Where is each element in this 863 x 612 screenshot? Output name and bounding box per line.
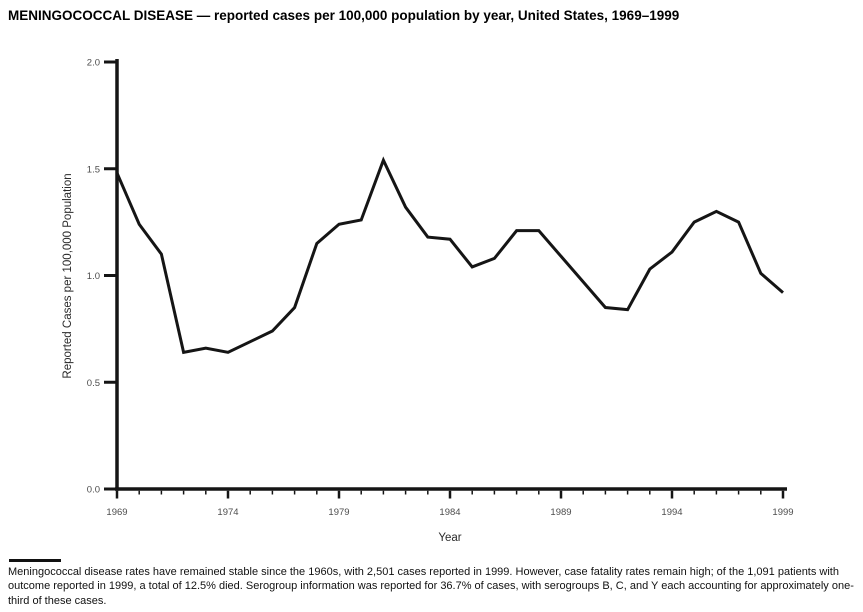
x-tick-label: 1979 [328,507,349,518]
y-tick-label: 1.0 [87,271,100,282]
x-tick-label: 1999 [772,507,793,518]
x-tick-label: 1984 [439,507,460,518]
x-tick-label: 1969 [106,507,127,518]
plot-area: 0.0 0.5 1.0 1.5 2.0 1969 1974 1979 1984 1989 1994 1… [87,58,794,519]
x-tick-label: 1994 [661,507,682,518]
data-line [115,156,784,355]
x-tick-label: 1974 [217,507,238,518]
x-tick-label: 1989 [550,507,571,518]
footnote-rule [9,559,61,562]
y-tick-label: 1.5 [87,164,100,175]
y-axis-label: Reported Cases per 100,000 Population [62,173,74,378]
footnote-text: Meningococcal disease rates have remaine… [8,566,854,607]
chart-title: MENINGOCOCCAL DISEASE — reported cases p… [8,8,680,23]
line-chart: 0.0 0.5 1.0 1.5 2.0 1969 1974 1979 1984 1989 1994 1… [62,58,794,545]
y-tick-label: 0.0 [87,485,100,496]
y-tick-label: 2.0 [87,58,100,69]
x-axis-label: Year [438,532,461,544]
y-tick-label: 0.5 [87,378,100,389]
